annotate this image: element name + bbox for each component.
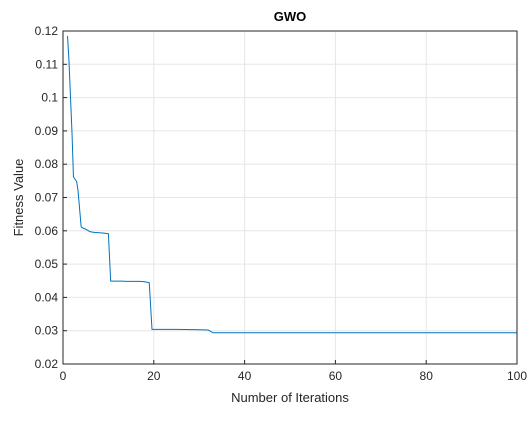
y-tick-label: 0.04: [35, 290, 59, 304]
chart-title: GWO: [274, 9, 307, 24]
y-tick-label: 0.02: [35, 357, 59, 371]
x-tick-label: 20: [147, 369, 161, 383]
y-tick-label: 0.09: [35, 124, 59, 138]
series-layer: [67, 35, 517, 334]
x-tick-label: 0: [60, 369, 67, 383]
y-tick-label: 0.05: [35, 257, 59, 271]
y-tick-label: 0.03: [35, 324, 59, 338]
x-tick-label: 80: [420, 369, 434, 383]
grid: [62, 30, 518, 365]
x-axis-label: Number of Iterations: [231, 390, 349, 405]
y-tick-label: 0.12: [35, 24, 59, 38]
y-tick-label: 0.07: [35, 191, 59, 205]
y-tick-label: 0.06: [35, 224, 59, 238]
y-tick-label: 0.1: [41, 91, 58, 105]
convergence-line: [67, 35, 517, 334]
x-tick-label: 60: [329, 369, 343, 383]
x-tick-label: 100: [507, 369, 527, 383]
x-tick-label: 40: [238, 369, 252, 383]
y-tick-label: 0.08: [35, 157, 59, 171]
ticks: 0 20 40 60 80 100 0.02 0.03 0.04 0.05 0.06 0.07 0.08…: [35, 24, 528, 383]
y-tick-label: 0.11: [36, 57, 59, 71]
y-axis-label: Fitness Value: [11, 159, 26, 237]
